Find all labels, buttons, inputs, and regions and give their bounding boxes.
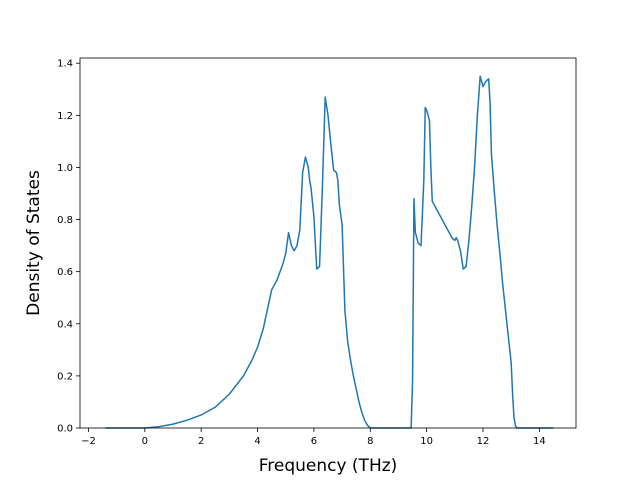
y-tick-label: 0.0 — [57, 424, 73, 435]
series-line-0 — [105, 75, 554, 429]
x-tick-label: 2 — [198, 436, 204, 447]
y-tick-label: 1.4 — [57, 59, 73, 70]
x-axis-label: Frequency (THz) — [259, 456, 398, 476]
x-tick-label: 0 — [142, 436, 148, 447]
x-tick-label: 6 — [311, 436, 317, 447]
y-tick-label: 1.2 — [57, 111, 73, 122]
x-tick-label: 10 — [420, 436, 433, 447]
x-tick-label: 14 — [533, 436, 546, 447]
y-axis-label: Density of States — [24, 170, 44, 316]
y-tick-label: 1.0 — [57, 163, 73, 174]
x-tick-label: −2 — [81, 436, 96, 447]
x-tick-label: 12 — [477, 436, 490, 447]
y-axis-ticks: 0.0 0.2 0.4 0.6 0.8 1.0 1.2 1.4 — [57, 59, 80, 435]
x-axis-ticks: −2 0 2 4 6 8 10 12 14 — [81, 428, 546, 447]
y-tick-label: 0.2 — [57, 371, 73, 382]
x-tick-label: 4 — [254, 436, 260, 447]
plot-area — [105, 75, 554, 429]
y-tick-label: 0.8 — [57, 215, 73, 226]
y-tick-label: 0.6 — [57, 267, 73, 278]
y-tick-label: 0.4 — [57, 319, 73, 330]
x-tick-label: 8 — [367, 436, 373, 447]
axes-frame — [79, 57, 577, 429]
